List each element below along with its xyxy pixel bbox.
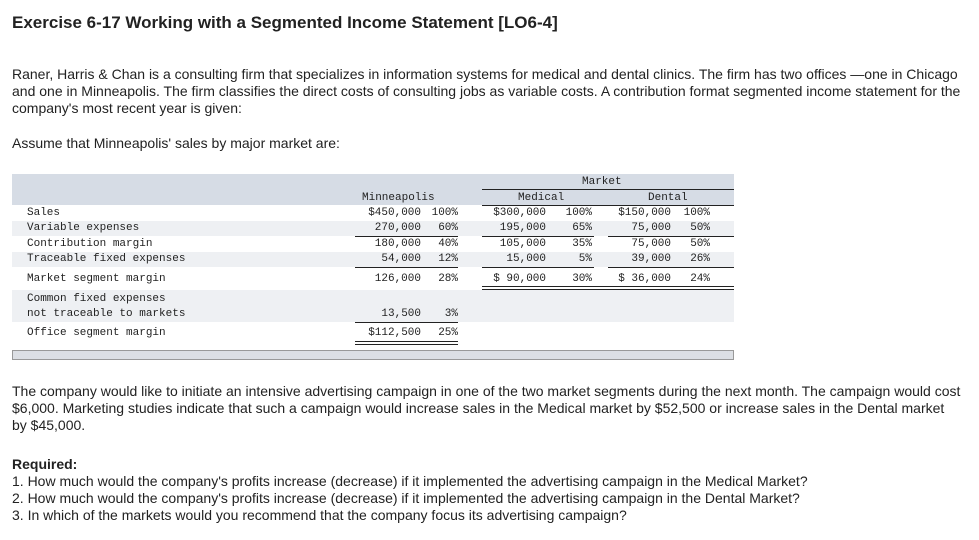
cell-medp: 5% [578,253,592,265]
cell-m: 270,000 [374,222,421,234]
row-label: Contribution margin [27,238,153,250]
cell-m: 126,000 [374,273,421,285]
cell-mp: 60% [438,222,458,234]
cell-dp: 26% [690,253,710,265]
campaign-paragraph: The company would like to initiate an in… [12,383,961,433]
cell-mp: 28% [438,273,458,285]
cell-medp: 30% [572,273,592,285]
table-footer-bar [12,350,734,360]
cell-d: 75,000 [631,222,671,234]
divider [355,236,458,237]
cell-mp: 100% [431,207,458,219]
double-underline [355,341,458,345]
col-medical: Medical [518,192,565,204]
cell-medp: 35% [572,238,592,250]
cell-dp: 24% [690,273,710,285]
cell-medp: 65% [572,222,592,234]
cell-m: 54,000 [381,253,421,265]
cell-dp: 50% [690,238,710,250]
assume-text: Assume that Minneapolis' sales by major … [12,135,340,151]
page-title: Exercise 6-17 Working with a Segmented I… [12,13,558,32]
row-label: Office segment margin [27,327,166,339]
col-dental: Dental [648,192,688,204]
cell-m: $450,000 [368,207,421,219]
cell-medp: 100% [565,207,592,219]
segmented-income-statement: Market Minneapolis Medical Dental Sales $… [12,174,734,360]
cell-med: $300,000 [493,207,546,219]
cell-med: 105,000 [499,238,546,250]
cell-d: $150,000 [618,207,671,219]
row-shade [12,290,734,322]
divider [482,189,734,190]
divider [482,205,734,206]
required-item-2: 2. How much would the company's profits … [12,490,800,506]
cell-mp: 25% [438,327,458,339]
col-minneapolis: Minneapolis [362,192,435,204]
cell-d: 39,000 [631,253,671,265]
cell-med: 195,000 [499,222,546,234]
cell-dp: 50% [690,222,710,234]
market-header: Market [582,176,622,188]
required-item-1: 1. How much would the company's profits … [12,473,808,489]
divider [482,236,594,237]
divider [608,236,734,237]
cell-dp: 100% [683,207,710,219]
divider [355,322,458,323]
row-label: not traceable to markets [27,308,186,320]
required-item-3: 3. In which of the markets would you rec… [12,507,627,523]
cell-mp: 12% [438,253,458,265]
cell-m: 180,000 [374,238,421,250]
double-underline [482,286,734,290]
row-label: Common fixed expenses [27,293,166,305]
required-heading: Required: [12,456,78,472]
row-label: Market segment margin [27,273,166,285]
cell-med: $ 90,000 [493,273,546,285]
divider [355,267,458,268]
intro-paragraph: Raner, Harris & Chan is a consulting fir… [12,66,961,116]
cell-d: 75,000 [631,238,671,250]
cell-mp: 40% [438,238,458,250]
divider [482,267,594,268]
cell-d: $ 36,000 [618,273,671,285]
row-shade [12,221,734,236]
row-label: Traceable fixed expenses [27,253,186,265]
row-label: Variable expenses [27,222,140,234]
cell-m: $112,500 [368,327,421,339]
divider [608,267,734,268]
cell-m: 13,500 [381,308,421,320]
cell-mp: 3% [444,308,458,320]
cell-med: 15,000 [506,253,546,265]
row-shade [12,252,734,267]
row-label: Sales [27,207,61,219]
